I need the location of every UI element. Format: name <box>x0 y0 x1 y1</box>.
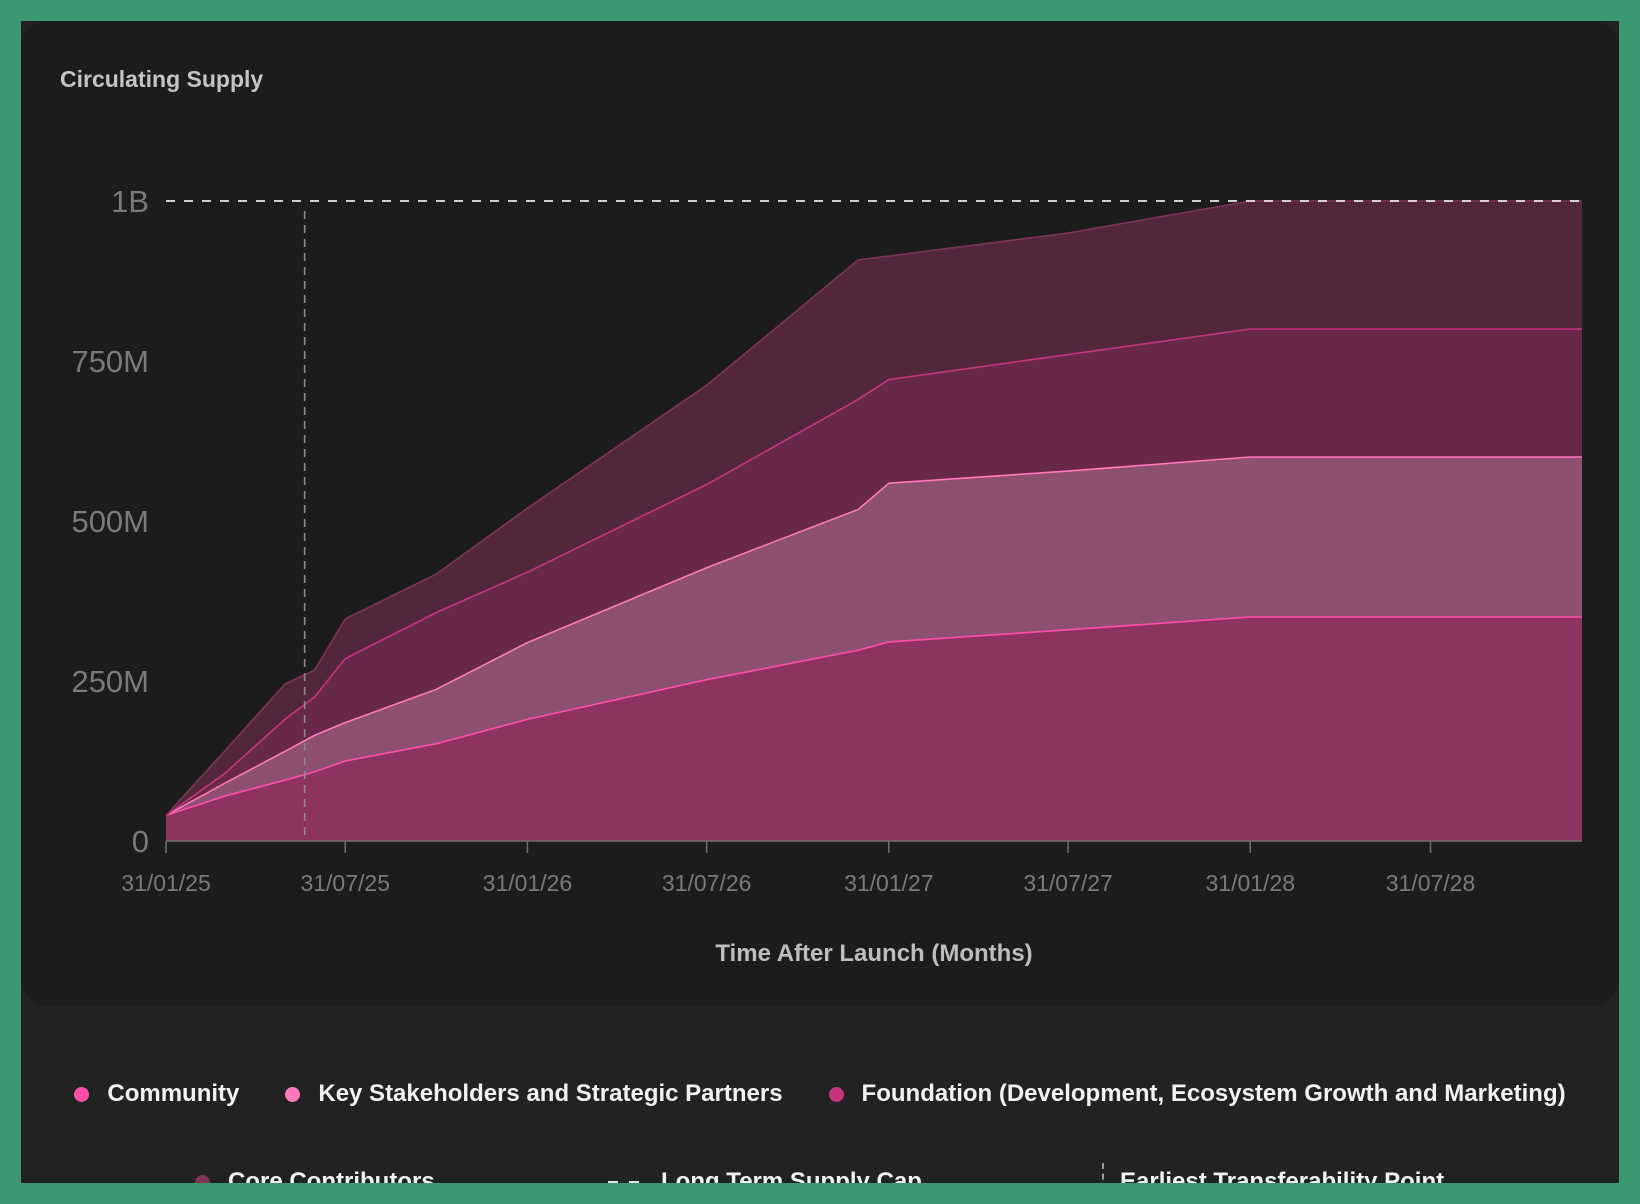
legend-label-cap: Long Term Supply Cap <box>661 1168 922 1183</box>
x-tick-label: 31/01/28 <box>1206 870 1296 896</box>
x-tick-label: 31/07/27 <box>1023 870 1113 896</box>
stakeholders-dot-icon <box>285 1086 301 1102</box>
legend-label-core: Core Contributors <box>228 1168 435 1183</box>
legend-label-community: Community <box>107 1080 240 1107</box>
legend-item-core[interactable]: Core Contributors <box>195 1168 435 1183</box>
legend-row-2: Core Contributors Long Term Supply Cap E… <box>21 1163 1619 1183</box>
area-community <box>166 617 1582 841</box>
chart-card: Circulating Supply 0 250M 500M 750M 1B 31/01/… <box>21 21 1619 1006</box>
legend-label-stakeholders: Key Stakeholders and Strategic Partners <box>318 1080 783 1107</box>
line-foundation-development-ecosystem-growth-and-marketing <box>165 328 1582 817</box>
y-tick-label: 500M <box>71 504 149 539</box>
legend-label-foundation: Foundation (Development, Ecosystem Growt… <box>861 1080 1566 1107</box>
chart-card-title: Circulating Supply <box>60 66 264 92</box>
line-community <box>165 616 1582 817</box>
x-tick-label: 31/07/25 <box>300 870 390 896</box>
legend-item-community[interactable]: Community <box>74 1080 239 1108</box>
y-tick-label: 0 <box>132 824 149 859</box>
supply-chart: 0 250M 500M 750M 1B 31/01/25 31/07/25 31/01/26 3… <box>71 184 1582 967</box>
vertical-dashed-line-icon <box>1102 1163 1104 1183</box>
dashed-line-icon <box>608 1180 639 1183</box>
x-tick-label: 31/01/25 <box>121 870 211 896</box>
line-key-stakeholders-and-strategic-partners <box>165 456 1582 817</box>
area-core-contributors <box>166 201 1582 816</box>
legend-item-cap[interactable]: Long Term Supply Cap <box>608 1168 922 1183</box>
core-dot-icon <box>195 1174 210 1183</box>
area-foundation-development-ecosystem-growth-and-marketing <box>166 329 1582 816</box>
x-tick-label: 31/07/26 <box>662 870 752 896</box>
legend-label-transfer: Earliest Transferability Point <box>1120 1168 1445 1183</box>
area-key-stakeholders-and-strategic-partners <box>166 457 1582 816</box>
y-tick-label: 250M <box>71 664 149 699</box>
app-frame: Circulating Supply 0 250M 500M 750M 1B 31/01/… <box>21 21 1619 1183</box>
foundation-dot-icon <box>828 1086 844 1102</box>
legend-item-stakeholders[interactable]: Key Stakeholders and Strategic Partners <box>285 1080 783 1108</box>
legend-item-foundation[interactable]: Foundation (Development, Ecosystem Growt… <box>828 1080 1566 1108</box>
x-tick-label: 31/07/28 <box>1386 870 1476 896</box>
x-axis-title: Time After Launch (Months) <box>715 940 1032 967</box>
legend-item-transfer[interactable]: Earliest Transferability Point <box>1102 1163 1444 1183</box>
legend-row-1: Community Key Stakeholders and Strategic… <box>21 1076 1619 1112</box>
line-core-contributors <box>165 200 1582 816</box>
x-tick-label: 31/01/27 <box>844 870 934 896</box>
x-tick-label: 31/01/26 <box>483 870 573 896</box>
community-dot-icon <box>74 1086 90 1102</box>
y-tick-label: 750M <box>71 344 149 379</box>
y-tick-label: 1B <box>111 184 149 219</box>
